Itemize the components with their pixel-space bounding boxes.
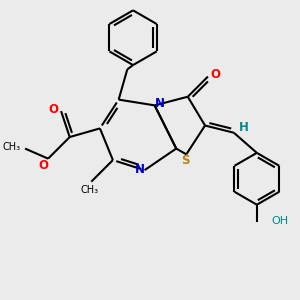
Text: O: O [210, 68, 220, 81]
Text: CH₃: CH₃ [3, 142, 21, 152]
Text: N: N [155, 98, 165, 110]
Text: OH: OH [271, 215, 288, 226]
Text: CH₃: CH₃ [81, 185, 99, 195]
Text: O: O [48, 103, 58, 116]
Text: H: H [239, 121, 249, 134]
Text: N: N [134, 163, 144, 176]
Text: S: S [181, 154, 189, 167]
Text: O: O [39, 159, 49, 172]
